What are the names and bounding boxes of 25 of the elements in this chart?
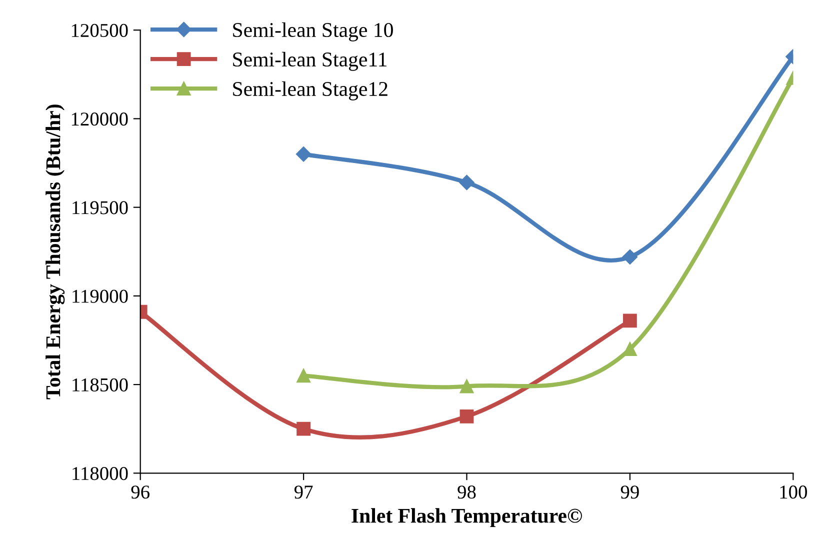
point (460, 379, 474, 394)
point (460, 409, 474, 424)
x-tick-label: 98 (458, 486, 476, 499)
y-tick-label: 119000 (72, 290, 128, 303)
point (623, 342, 637, 356)
point (622, 249, 638, 265)
x-tick-label: 97 (294, 486, 313, 499)
point (623, 314, 637, 328)
y-tick-label: 120000 (72, 112, 128, 126)
x-tick-label: 96 (131, 486, 150, 499)
y-axis-title: Total Energy Thousands (Btu/hr) (46, 104, 65, 400)
legend-label: Semi-lean Stage 10 (233, 22, 393, 42)
x-axis-title: Inlet Flash Temperature© (352, 508, 582, 528)
y-tick-label: 118000 (72, 466, 128, 480)
point (296, 422, 310, 436)
x-tick-label: 100 (780, 486, 807, 499)
point (459, 174, 474, 190)
legend-label: Semi-lean Stage12 (233, 81, 388, 100)
x-tick-label: 99 (620, 486, 639, 499)
y-tick-label: 118500 (72, 378, 128, 392)
point (296, 146, 312, 162)
point (296, 368, 310, 383)
legend-label: Semi-lean Stage11 (233, 52, 386, 71)
y-tick-label: 119500 (72, 201, 128, 214)
y-tick-label: 120500 (72, 24, 128, 38)
